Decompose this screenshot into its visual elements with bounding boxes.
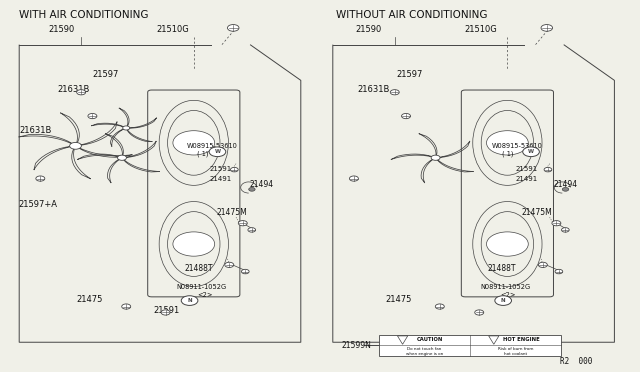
Text: 21631B: 21631B [19,126,52,135]
Text: N: N [501,298,506,303]
Circle shape [563,187,569,191]
Text: 21597: 21597 [93,70,119,79]
Text: HOT ENGINE: HOT ENGINE [503,337,540,342]
Circle shape [238,221,247,226]
Text: 21488T: 21488T [488,264,516,273]
Circle shape [435,304,444,309]
Text: R2  000: R2 000 [560,357,593,366]
Circle shape [181,296,198,305]
Circle shape [390,90,399,95]
Circle shape [241,269,249,274]
Text: CAUTION: CAUTION [417,337,443,342]
Circle shape [401,113,410,119]
Circle shape [161,310,170,315]
Text: W: W [528,149,534,154]
Circle shape [495,296,511,305]
Circle shape [349,176,358,181]
Circle shape [227,25,239,31]
Text: 21590: 21590 [355,25,381,34]
Circle shape [230,167,238,172]
Circle shape [123,126,130,130]
Circle shape [555,269,563,274]
Text: 21510G: 21510G [157,25,189,34]
Text: 21591: 21591 [154,306,180,315]
Circle shape [561,228,569,232]
Text: 21475: 21475 [77,295,103,304]
Text: 21491: 21491 [515,176,538,182]
Text: ( 1): ( 1) [502,150,514,157]
Circle shape [36,176,45,181]
Circle shape [538,262,547,267]
Text: 21591: 21591 [515,166,538,171]
Text: 21591: 21591 [210,166,232,171]
Text: 21510G: 21510G [464,25,497,34]
Text: Risk of burn from
hot coolant: Risk of burn from hot coolant [498,347,533,356]
Text: ( 1): ( 1) [197,150,209,157]
Text: WITH AIR CONDITIONING: WITH AIR CONDITIONING [19,10,148,20]
Text: 21494: 21494 [250,180,274,189]
Bar [379,335,561,356]
Circle shape [88,113,97,119]
Text: 21494: 21494 [554,180,578,189]
Text: 21475M: 21475M [522,208,552,217]
Circle shape [173,232,214,256]
Circle shape [249,187,255,191]
Text: 21631B: 21631B [357,85,390,94]
Text: 21597+A: 21597+A [18,200,57,209]
Circle shape [77,90,86,95]
Circle shape [523,147,540,157]
Text: <2>: <2> [500,292,516,298]
Text: N: N [188,298,192,303]
Text: <2>: <2> [197,292,212,298]
Text: 21597: 21597 [397,70,423,79]
Text: W08915-53610: W08915-53610 [187,143,237,149]
Text: W: W [214,149,221,154]
Text: 21475M: 21475M [216,208,247,217]
Text: WITHOUT AIR CONDITIONING: WITHOUT AIR CONDITIONING [336,10,488,20]
Text: 21599N: 21599N [341,341,371,350]
Text: W08915-53610: W08915-53610 [492,143,542,149]
Text: 21491: 21491 [210,176,232,182]
Text: Do not touch fan
when engine is on: Do not touch fan when engine is on [406,347,443,356]
Circle shape [248,228,255,232]
Circle shape [122,304,131,309]
Circle shape [486,131,528,155]
Circle shape [225,262,234,267]
Text: N08911-1052G: N08911-1052G [480,284,530,290]
Circle shape [544,167,552,172]
Circle shape [70,142,81,149]
Circle shape [475,310,484,315]
Circle shape [209,147,226,157]
Text: 21488T: 21488T [184,264,213,273]
Text: 21631B: 21631B [58,85,90,94]
Circle shape [431,155,440,160]
Text: 21590: 21590 [48,25,74,34]
Text: N08911-1052G: N08911-1052G [177,284,227,290]
Circle shape [486,232,528,256]
Circle shape [541,25,552,31]
Circle shape [552,221,561,226]
Circle shape [173,131,214,155]
Text: 21475: 21475 [385,295,412,304]
Circle shape [118,155,127,160]
